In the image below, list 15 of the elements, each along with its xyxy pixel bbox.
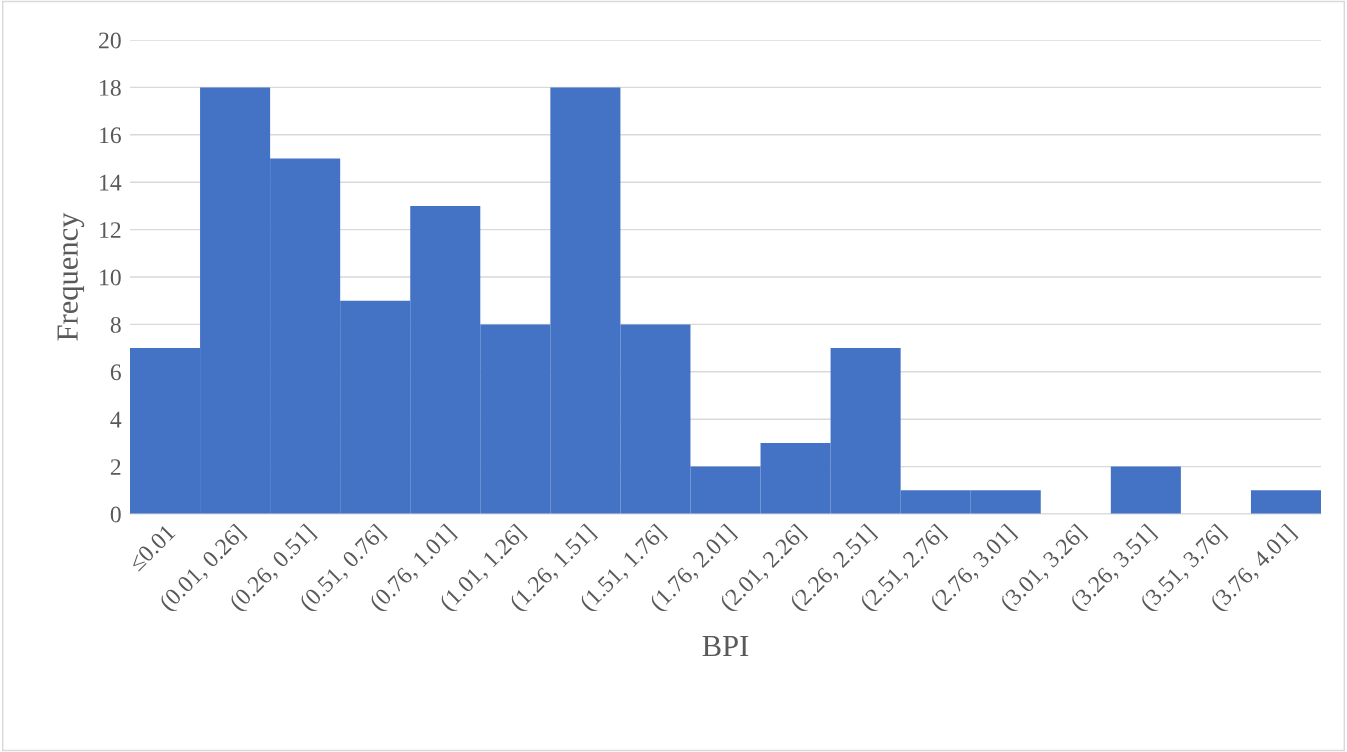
y-tick-label: 6 [110,364,121,381]
bar [1250,490,1321,514]
y-tick-label: 12 [100,222,121,238]
y-tick-label: 18 [100,79,121,96]
x-axis-title: BPI [702,636,749,657]
y-axis-title: Frequency [57,212,85,341]
y-tick-label: 4 [110,411,122,428]
bar [1110,466,1181,514]
y-tick-label: 2 [110,459,121,475]
y-tick-label: 16 [100,127,121,144]
y-tick-label: 14 [100,174,122,191]
y-tick-label: 0 [110,506,121,523]
y-tick-label: 10 [100,269,121,286]
y-tick-label: 20 [99,32,121,49]
y-tick-label: 8 [110,316,121,333]
